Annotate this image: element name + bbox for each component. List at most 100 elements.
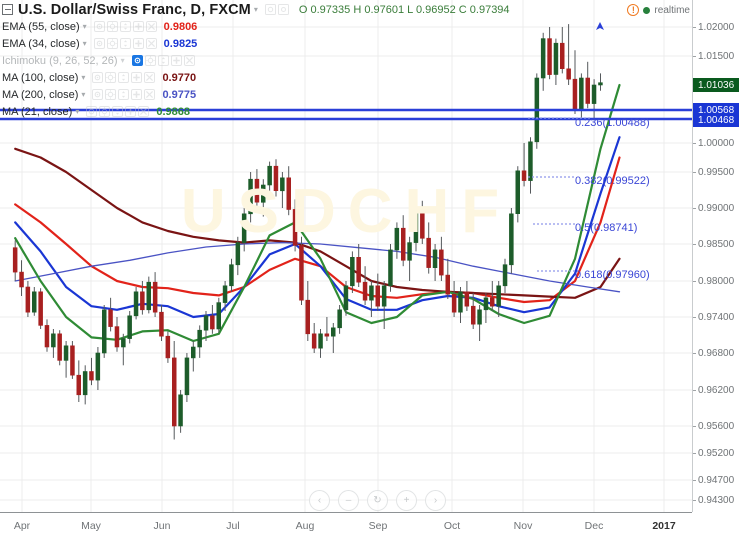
tick-dash xyxy=(693,352,696,354)
plus-icon[interactable] xyxy=(131,89,143,100)
chevron-down-icon[interactable]: ▾ xyxy=(82,39,87,48)
minus-box-icon[interactable] xyxy=(2,4,13,15)
ohlc-low-label: L xyxy=(407,3,413,16)
lower-level-badge[interactable]: 1.00468 xyxy=(693,113,739,127)
eye-icon[interactable] xyxy=(93,38,105,49)
legend-row-indicator-4[interactable]: MA (200, close) ▾ 0.9775 xyxy=(2,86,510,103)
time-tick-label: Dec xyxy=(584,520,604,532)
scroll-left-button[interactable]: ‹ xyxy=(309,490,330,511)
legend-row-symbol[interactable]: U.S. Dollar/Swiss Franc, D, FXCM ▾ O 0.9… xyxy=(2,1,510,18)
price-tick: 0.94700 xyxy=(693,474,739,486)
close-icon[interactable] xyxy=(145,21,157,32)
eye-icon[interactable] xyxy=(264,4,276,15)
eye-icon[interactable] xyxy=(131,55,143,66)
eye-icon[interactable] xyxy=(86,106,98,117)
plus-icon[interactable] xyxy=(125,106,137,117)
gear-icon[interactable] xyxy=(99,106,111,117)
price-tick: 0.98000 xyxy=(693,275,739,287)
warning-circle-icon[interactable]: ! xyxy=(627,4,640,16)
zoom-out-button[interactable]: – xyxy=(338,490,359,511)
arrows-icon[interactable] xyxy=(112,106,124,117)
candle xyxy=(579,77,584,110)
time-axis[interactable]: Apr May Jun Jul Aug Sep Oct Nov Dec 2017 xyxy=(0,512,692,541)
plus-icon[interactable] xyxy=(131,72,143,83)
eye-icon[interactable] xyxy=(92,89,104,100)
indicator-icon-group[interactable] xyxy=(86,106,150,117)
legend-row-indicator-2[interactable]: Ichimoku (9, 26, 52, 26) ▾ xyxy=(2,52,510,69)
gear-icon[interactable] xyxy=(105,72,117,83)
scroll-right-button[interactable]: › xyxy=(425,490,446,511)
gear-icon[interactable] xyxy=(144,55,156,66)
indicator-icon-group[interactable] xyxy=(92,89,156,100)
price-tick-label: 0.94700 xyxy=(698,474,735,486)
candle xyxy=(133,291,139,317)
arrows-icon[interactable] xyxy=(118,72,130,83)
close-icon[interactable] xyxy=(138,106,150,117)
candle xyxy=(509,213,514,266)
symbol-icon-group[interactable] xyxy=(264,4,289,15)
plus-icon[interactable] xyxy=(132,38,144,49)
candle xyxy=(102,309,107,354)
eye-icon[interactable] xyxy=(93,21,105,32)
indicator-value: 0.9868 xyxy=(156,105,190,118)
indicator-icon-group[interactable] xyxy=(93,38,157,49)
legend-row-indicator-5[interactable]: MA (21, close) ▾ 0.9868 xyxy=(2,103,510,120)
legend-row-indicator-1[interactable]: EMA (34, close) ▾ 0.9825 xyxy=(2,35,510,52)
indicator-icon-group[interactable] xyxy=(92,72,156,83)
indicator-icon-group[interactable] xyxy=(131,55,195,66)
chart-nav-controls[interactable]: ‹ – ↻ + › xyxy=(309,490,446,511)
legend-row-indicator-3[interactable]: MA (100, close) ▾ 0.9770 xyxy=(2,69,510,86)
candlestick-series[interactable] xyxy=(12,24,603,440)
candle xyxy=(496,285,501,307)
eye-icon[interactable] xyxy=(92,72,104,83)
chart-legend: U.S. Dollar/Swiss Franc, D, FXCM ▾ O 0.9… xyxy=(2,1,510,120)
price-tick-label: 0.95600 xyxy=(698,420,735,432)
arrows-icon[interactable] xyxy=(157,55,169,66)
realtime-status-group[interactable]: ! realtime xyxy=(627,4,690,16)
legend-row-indicator-0[interactable]: EMA (55, close) ▾ 0.9806 xyxy=(2,18,510,35)
time-tick-label: Jun xyxy=(153,520,171,532)
gear-icon[interactable] xyxy=(106,38,118,49)
chevron-down-icon[interactable]: ▾ xyxy=(75,107,80,116)
chart-canvas[interactable]: 0.236(1.00488) 0.382(0.99522) 0.5(0.98741)… xyxy=(0,0,692,512)
horizontal-level-lines[interactable] xyxy=(0,108,692,121)
gear-icon[interactable] xyxy=(105,89,117,100)
arrows-icon[interactable] xyxy=(118,89,130,100)
candle xyxy=(311,333,317,349)
plus-icon[interactable] xyxy=(170,55,182,66)
chevron-down-icon[interactable]: ▾ xyxy=(81,73,86,82)
price-tick: 0.96200 xyxy=(693,384,739,396)
price-axis[interactable]: 1.02000 1.01500 1.00000 0.99500 0.99000 0.985… xyxy=(692,0,739,512)
gear-icon[interactable] xyxy=(277,4,289,15)
arrows-icon[interactable] xyxy=(119,21,131,32)
candle xyxy=(172,357,177,427)
plus-icon[interactable] xyxy=(132,21,144,32)
last-price-badge[interactable]: 1.01036 xyxy=(693,78,739,92)
candle xyxy=(305,299,310,335)
tick-dash xyxy=(693,142,696,144)
candle xyxy=(44,325,50,348)
tick-dash xyxy=(693,389,696,391)
close-icon[interactable] xyxy=(144,89,156,100)
gear-icon[interactable] xyxy=(106,21,118,32)
close-icon[interactable] xyxy=(144,72,156,83)
chevron-down-icon[interactable]: ▾ xyxy=(120,56,125,65)
reset-chart-button[interactable]: ↻ xyxy=(367,490,388,511)
price-tick-label: 0.95200 xyxy=(698,447,735,459)
close-icon[interactable] xyxy=(183,55,195,66)
candle xyxy=(229,264,234,287)
chevron-down-icon[interactable]: ▾ xyxy=(81,90,86,99)
indicator-icon-group[interactable] xyxy=(93,21,157,32)
indicator-name: EMA (55, close) xyxy=(2,20,80,33)
arrows-icon[interactable] xyxy=(119,38,131,49)
candle xyxy=(572,78,578,110)
candle xyxy=(140,291,145,311)
chart-plot-area[interactable]: 0.236(1.00488) 0.382(0.99522) 0.5(0.98741)… xyxy=(0,0,692,512)
price-tick: 0.95600 xyxy=(693,420,739,432)
close-icon[interactable] xyxy=(145,38,157,49)
price-tick: 0.94300 xyxy=(693,494,739,506)
chevron-down-icon[interactable]: ▾ xyxy=(253,5,258,14)
chevron-down-icon[interactable]: ▾ xyxy=(82,22,87,31)
zoom-in-button[interactable]: + xyxy=(396,490,417,511)
fibonacci-retracement[interactable]: 0.236(1.00488) 0.382(0.99522) 0.5(0.98741)… xyxy=(528,117,650,281)
